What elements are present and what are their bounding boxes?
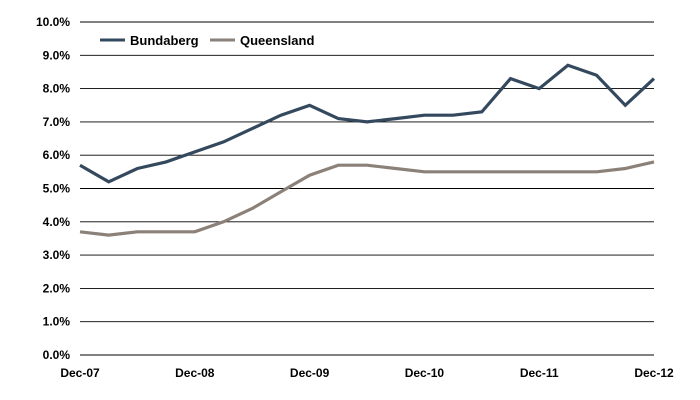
y-tick-label: 3.0% <box>43 248 71 262</box>
y-tick-label: 1.0% <box>43 315 71 329</box>
series-line-queensland <box>79 160 655 237</box>
y-tick-label: 0.0% <box>43 348 71 362</box>
x-tick-label: Dec-12 <box>634 366 674 380</box>
y-tick-label: 10.0% <box>36 15 70 29</box>
legend: Bundaberg Queensland <box>100 33 314 48</box>
x-tick-label: Dec-10 <box>405 366 445 380</box>
x-tick-label: Dec-09 <box>290 366 330 380</box>
y-tick-label: 5.0% <box>43 182 71 196</box>
y-tick-label: 4.0% <box>43 215 71 229</box>
legend-label-bundaberg: Bundaberg <box>130 33 199 48</box>
x-tick-label: Dec-11 <box>520 366 559 380</box>
series-lines <box>79 63 656 237</box>
y-tick-label: 9.0% <box>43 48 71 62</box>
y-tick-label: 2.0% <box>43 281 71 295</box>
series-line-bundaberg <box>79 63 656 184</box>
y-tick-label: 6.0% <box>43 148 71 162</box>
y-tick-label: 7.0% <box>43 115 71 129</box>
x-tick-label: Dec-07 <box>60 366 100 380</box>
y-tick-label: 8.0% <box>43 82 71 96</box>
y-axis-ticks: 0.0% 1.0% 2.0% 3.0% 4.0% 5.0% 6.0% 7.0% 8.0% 9.0%… <box>36 15 70 362</box>
x-axis-ticks: Dec-07 Dec-08 Dec-09 Dec-10 Dec-11 Dec-12 <box>60 366 674 380</box>
x-tick-label: Dec-08 <box>175 366 215 380</box>
gridlines <box>80 21 654 356</box>
legend-label-queensland: Queensland <box>240 33 314 48</box>
